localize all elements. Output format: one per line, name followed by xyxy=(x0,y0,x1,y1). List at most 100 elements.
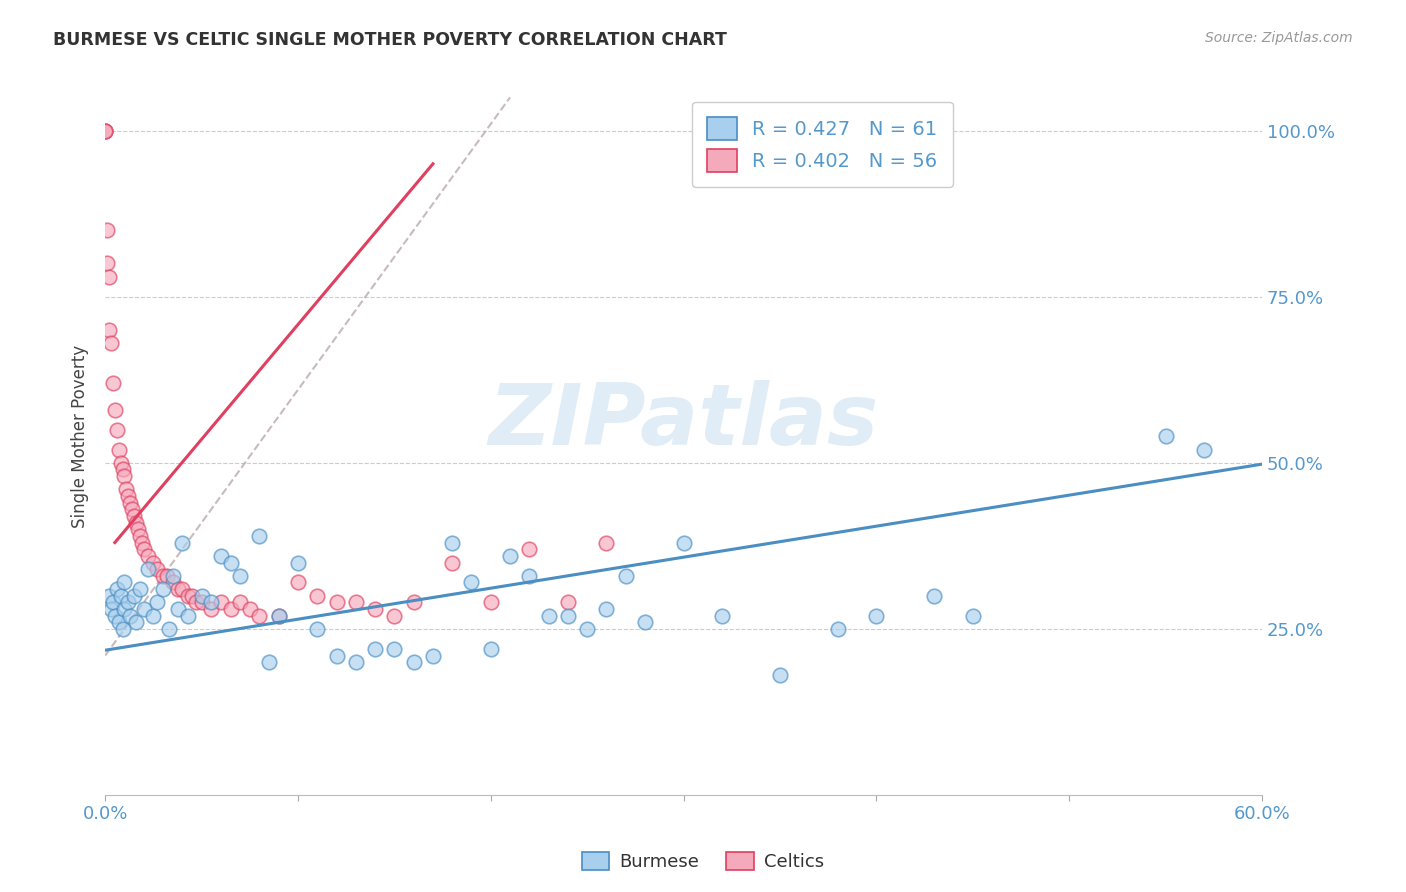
Text: Source: ZipAtlas.com: Source: ZipAtlas.com xyxy=(1205,31,1353,45)
Point xyxy=(181,589,204,603)
Point xyxy=(257,655,280,669)
Point xyxy=(167,582,190,596)
Point xyxy=(634,615,657,630)
Point xyxy=(479,641,502,656)
Point xyxy=(190,589,212,603)
Point xyxy=(177,608,200,623)
Point xyxy=(239,602,262,616)
Point xyxy=(460,575,482,590)
Point xyxy=(441,556,464,570)
Point xyxy=(307,622,329,636)
Point xyxy=(287,556,309,570)
Point xyxy=(422,648,444,663)
Point xyxy=(122,508,145,523)
Point xyxy=(402,655,425,669)
Point xyxy=(344,655,367,669)
Point xyxy=(364,641,387,656)
Point xyxy=(177,589,200,603)
Point xyxy=(132,542,155,557)
Point xyxy=(922,589,945,603)
Point xyxy=(115,483,138,497)
Point xyxy=(111,622,134,636)
Point xyxy=(576,622,599,636)
Point xyxy=(614,569,637,583)
Point xyxy=(142,608,165,623)
Point xyxy=(156,569,179,583)
Point xyxy=(384,641,406,656)
Point xyxy=(325,648,347,663)
Point xyxy=(107,615,129,630)
Point xyxy=(479,595,502,609)
Point xyxy=(962,608,984,623)
Text: ZIPatlas: ZIPatlas xyxy=(488,380,879,464)
Point xyxy=(152,582,174,596)
Point xyxy=(219,602,242,616)
Point xyxy=(184,595,207,609)
Point xyxy=(249,608,271,623)
Point xyxy=(132,602,155,616)
Y-axis label: Single Mother Poverty: Single Mother Poverty xyxy=(72,344,89,528)
Point xyxy=(557,608,579,623)
Point xyxy=(101,595,124,609)
Point xyxy=(307,589,329,603)
Point xyxy=(865,608,887,623)
Point xyxy=(96,223,118,237)
Point xyxy=(219,556,242,570)
Point xyxy=(1192,442,1215,457)
Point xyxy=(595,602,617,616)
Point xyxy=(120,496,142,510)
Point xyxy=(121,502,143,516)
Point xyxy=(117,489,139,503)
Point xyxy=(200,595,222,609)
Point xyxy=(120,608,142,623)
Point xyxy=(162,569,184,583)
Point xyxy=(167,602,190,616)
Legend: Burmese, Celtics: Burmese, Celtics xyxy=(574,845,832,879)
Point xyxy=(122,589,145,603)
Point xyxy=(117,595,139,609)
Point xyxy=(557,595,579,609)
Point xyxy=(441,535,464,549)
Point xyxy=(98,589,121,603)
Point xyxy=(672,535,695,549)
Point xyxy=(142,556,165,570)
Point xyxy=(229,569,252,583)
Point xyxy=(769,668,792,682)
Point xyxy=(209,595,232,609)
Point xyxy=(136,549,159,563)
Point xyxy=(1154,429,1177,443)
Point xyxy=(105,582,128,596)
Point xyxy=(249,529,271,543)
Point xyxy=(267,608,290,623)
Point xyxy=(129,582,152,596)
Point xyxy=(209,549,232,563)
Point xyxy=(267,608,290,623)
Point xyxy=(190,595,212,609)
Point xyxy=(107,442,129,457)
Point xyxy=(517,569,540,583)
Point xyxy=(172,535,194,549)
Point xyxy=(711,608,734,623)
Point xyxy=(537,608,560,623)
Point xyxy=(111,462,134,476)
Point xyxy=(152,569,174,583)
Point xyxy=(364,602,387,616)
Point xyxy=(229,595,252,609)
Point xyxy=(129,529,152,543)
Point xyxy=(104,608,127,623)
Point xyxy=(131,535,153,549)
Text: BURMESE VS CELTIC SINGLE MOTHER POVERTY CORRELATION CHART: BURMESE VS CELTIC SINGLE MOTHER POVERTY … xyxy=(53,31,727,49)
Point xyxy=(100,602,122,616)
Point xyxy=(172,582,194,596)
Point xyxy=(595,535,617,549)
Point xyxy=(157,622,180,636)
Point xyxy=(499,549,522,563)
Point xyxy=(136,562,159,576)
Point xyxy=(162,575,184,590)
Point xyxy=(96,256,118,270)
Point xyxy=(384,608,406,623)
Point xyxy=(287,575,309,590)
Point xyxy=(105,423,128,437)
Point xyxy=(125,615,148,630)
Point xyxy=(114,469,136,483)
